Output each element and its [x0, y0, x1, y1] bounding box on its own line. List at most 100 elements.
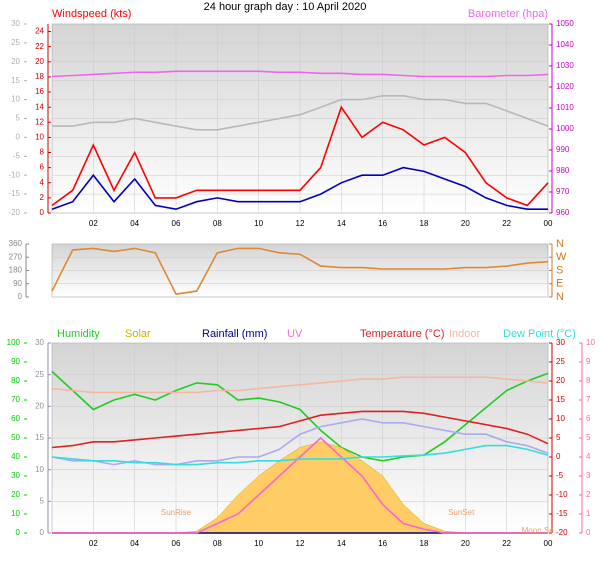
y-tick-label: 1020 — [556, 82, 574, 91]
y-tick-label: 20 — [35, 57, 44, 66]
annotation: Moon Se — [522, 526, 555, 535]
y-tick-label: 360 — [9, 239, 23, 248]
y-tick-label: 24 — [35, 27, 44, 36]
y-tick-label: 100 — [7, 338, 21, 347]
y-tick-label: 3 — [586, 471, 591, 480]
y-tick-label: 90 — [13, 279, 22, 288]
y-tick-label: 18 — [35, 72, 44, 81]
y-tick-label: 20 — [35, 401, 44, 410]
y-tick-label: 25 — [556, 357, 565, 366]
y-tick-label: 2 — [40, 193, 45, 202]
y-tick-label: 20 — [556, 376, 565, 385]
line — [51, 247, 549, 295]
line — [51, 70, 549, 78]
y-tick-label: S — [556, 264, 563, 276]
y-tick-label: 1 — [586, 509, 591, 518]
y-tick-label: 7 — [586, 395, 591, 404]
x-tick-label: 16 — [378, 219, 387, 228]
y-tick-label: N — [556, 238, 564, 250]
y-tick-label: 5 — [16, 114, 21, 123]
legend-label: Dew Point (°C) — [503, 328, 576, 340]
y-tick-label: 80 — [11, 376, 20, 385]
annotation: SunRise — [161, 508, 192, 517]
y-tick-label: -15 — [8, 189, 20, 198]
y-tick-label: 15 — [35, 433, 44, 442]
x-tick-label: 06 — [172, 539, 181, 548]
y-tick-label: 4 — [586, 452, 591, 461]
y-tick-label: 0 — [40, 208, 45, 217]
y-tick-label: 10 — [35, 133, 44, 142]
y-tick-label: 30 — [11, 19, 20, 28]
x-tick-label: 12 — [296, 219, 305, 228]
y-tick-label: 980 — [556, 166, 570, 175]
x-tick-label: 06 — [172, 219, 181, 228]
y-tick-label: 0 — [40, 528, 45, 537]
y-tick-label: -5 — [556, 471, 564, 480]
line — [51, 410, 549, 449]
y-tick-label: 5 — [40, 496, 45, 505]
y-tick-label: W — [556, 251, 567, 263]
legend-label: Solar — [125, 328, 151, 340]
y-tick-label: -10 — [556, 490, 568, 499]
y-tick-label: 40 — [11, 452, 20, 461]
y-tick-label: 15 — [11, 76, 20, 85]
x-tick-label: 04 — [130, 219, 139, 228]
x-tick-label: 10 — [254, 219, 263, 228]
y-tick-label: 4 — [40, 178, 45, 187]
line — [52, 95, 549, 131]
x-tick-label: 04 — [130, 539, 139, 548]
y-tick-label: 270 — [9, 252, 23, 261]
x-tick-label: 18 — [420, 539, 429, 548]
y-tick-label: 8 — [586, 376, 591, 385]
y-tick-label: 1050 — [556, 19, 574, 28]
line — [51, 166, 548, 211]
legend-label: Rainfall (mm) — [202, 328, 267, 340]
y-tick-label: 6 — [586, 414, 591, 423]
y-tick-label: 30 — [35, 338, 44, 347]
y-tick-label: 990 — [556, 145, 570, 154]
y-tick-label: 8 — [40, 148, 45, 157]
y-tick-label: 30 — [556, 338, 565, 347]
x-tick-label: 14 — [337, 539, 346, 548]
x-tick-label: 02 — [89, 539, 98, 548]
y-tick-label: 0 — [18, 292, 23, 301]
legend-label: Barometer (hpa) — [468, 8, 548, 20]
y-tick-label: 1030 — [556, 61, 574, 70]
y-tick-label: -10 — [8, 170, 20, 179]
y-tick-label: 16 — [35, 87, 44, 96]
y-tick-label: 1040 — [556, 40, 574, 49]
line — [51, 376, 549, 394]
legend-label: Indoor — [449, 328, 481, 340]
y-tick-label: 25 — [35, 370, 44, 379]
annotation: SunSet — [448, 508, 475, 517]
y-tick-label: 0 — [586, 528, 591, 537]
y-tick-label: 70 — [11, 395, 20, 404]
line — [51, 370, 549, 462]
y-tick-label: 1000 — [556, 124, 574, 133]
y-tick-label: 60 — [11, 414, 20, 423]
y-tick-label: 50 — [11, 433, 20, 442]
line — [51, 418, 549, 466]
y-tick-label: E — [556, 278, 563, 290]
y-tick-label: -20 — [556, 528, 568, 537]
x-tick-label: 22 — [502, 539, 511, 548]
x-tick-label: 12 — [296, 539, 305, 548]
y-tick-label: 25 — [11, 38, 20, 47]
y-tick-label: 10 — [11, 509, 20, 518]
y-tick-label: 10 — [586, 338, 595, 347]
y-tick-label: 0 — [16, 528, 21, 537]
y-tick-label: -20 — [8, 208, 20, 217]
x-tick-label: 18 — [420, 219, 429, 228]
legend-label: UV — [287, 328, 303, 340]
legend-label: Temperature (°C) — [360, 328, 444, 340]
y-tick-label: 0 — [556, 452, 561, 461]
y-tick-label: 10 — [556, 414, 565, 423]
y-tick-label: 9 — [586, 357, 591, 366]
legend-label: Humidity — [57, 328, 100, 340]
line — [52, 436, 548, 534]
y-tick-label: 5 — [556, 433, 561, 442]
y-tick-label: 20 — [11, 490, 20, 499]
line — [51, 105, 549, 207]
y-tick-label: 20 — [11, 57, 20, 66]
